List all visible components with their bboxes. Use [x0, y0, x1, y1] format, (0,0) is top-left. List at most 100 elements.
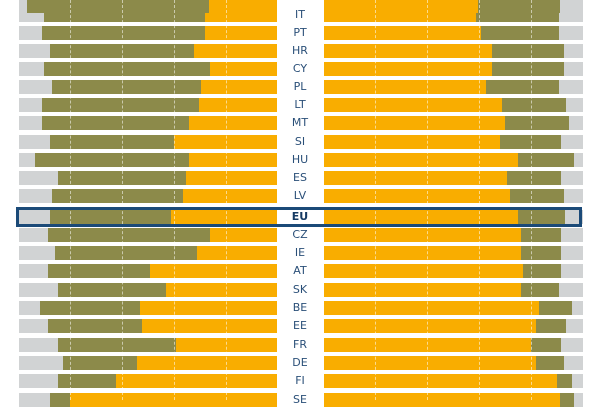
left-gray-segment [19, 228, 48, 242]
eu-highlight-box [16, 207, 582, 227]
left-orange-segment [150, 264, 277, 278]
left-orange-segment [209, 0, 277, 13]
left-olive-segment [55, 246, 197, 260]
bar-row: MT [0, 114, 600, 132]
left-gray-segment [19, 135, 50, 149]
right-olive-segment [521, 246, 561, 260]
left-orange-segment [176, 338, 277, 352]
right-olive-segment [523, 264, 561, 278]
country-label: DE [292, 356, 308, 369]
country-label: PT [293, 26, 307, 39]
left-gray-segment [19, 189, 52, 203]
right-orange-segment [324, 283, 521, 297]
left-olive-segment [50, 135, 174, 149]
bar-row: SI [0, 133, 600, 151]
right-gray-segment [561, 246, 583, 260]
left-gray-segment [19, 0, 27, 13]
bar-row: ES [0, 169, 600, 187]
right-gray-segment [560, 0, 583, 13]
bar-row: SK [0, 281, 600, 299]
bar-row: LT [0, 96, 600, 114]
right-olive-segment [521, 228, 561, 242]
bar-row: HU [0, 151, 600, 169]
left-gray-segment [19, 210, 50, 224]
country-label: ES [293, 171, 307, 184]
country-label: LV [293, 189, 307, 202]
right-olive-segment [536, 356, 564, 370]
right-orange-segment [324, 98, 502, 112]
right-orange-segment [324, 356, 536, 370]
bar-row: BE [0, 299, 600, 317]
right-orange-segment [324, 246, 521, 260]
bar-row: AT [0, 262, 600, 280]
country-label: IE [294, 246, 306, 259]
right-gray-segment [561, 264, 583, 278]
left-gray-segment [19, 338, 58, 352]
country-label: LT [294, 98, 306, 111]
right-gray-segment [561, 338, 583, 352]
left-gray-segment [19, 26, 42, 40]
right-gray-segment [572, 374, 583, 388]
right-gray-segment [561, 228, 583, 242]
right-olive-segment [539, 301, 572, 315]
country-label: SI [294, 135, 306, 148]
bar-row: LV [0, 187, 600, 205]
right-orange-segment [324, 80, 486, 94]
right-olive-segment [531, 338, 561, 352]
country-label: HU [291, 153, 309, 166]
left-gray-segment [19, 283, 58, 297]
left-orange-segment [142, 319, 277, 333]
left-gray-segment [19, 171, 58, 185]
bar-row: DE [0, 354, 600, 372]
right-orange-segment [324, 26, 481, 40]
bar-row: CZ [0, 226, 600, 244]
left-gray-segment [19, 98, 42, 112]
bar-row: PL [0, 78, 600, 96]
country-label: EE [293, 319, 307, 332]
left-orange-segment [194, 44, 277, 58]
bar-row: EE [0, 317, 600, 335]
left-gray-segment [19, 80, 52, 94]
left-olive-segment [50, 44, 194, 58]
bar-row: FI [0, 372, 600, 390]
left-orange-segment [137, 356, 277, 370]
left-olive-segment [44, 62, 210, 76]
right-orange-segment [324, 228, 521, 242]
left-olive-segment [50, 210, 171, 224]
right-gray-segment [572, 301, 583, 315]
country-label: MT [291, 116, 309, 129]
right-gray-segment [566, 98, 583, 112]
left-gray-segment [19, 44, 50, 58]
left-olive-segment [42, 98, 199, 112]
right-olive-segment [521, 283, 559, 297]
country-label: CZ [292, 228, 308, 241]
right-olive-segment [486, 80, 559, 94]
left-gray-segment [19, 319, 48, 333]
right-gray-segment [559, 26, 583, 40]
left-gray-segment [19, 356, 63, 370]
right-olive-segment [560, 393, 574, 407]
right-orange-segment [324, 264, 523, 278]
left-gray-segment [19, 246, 55, 260]
country-label: SE [293, 393, 307, 406]
right-gray-segment [565, 210, 583, 224]
right-olive-segment [510, 189, 564, 203]
right-orange-segment [324, 171, 507, 185]
right-olive-segment [518, 210, 565, 224]
left-olive-segment [58, 283, 166, 297]
right-orange-segment [324, 62, 492, 76]
country-label: BE [292, 301, 308, 314]
bar-row: FR [0, 336, 600, 354]
left-olive-segment [48, 228, 210, 242]
right-gray-segment [564, 356, 583, 370]
right-orange-segment [324, 0, 478, 13]
right-orange-segment [324, 374, 557, 388]
right-gray-segment [561, 135, 583, 149]
left-orange-segment [210, 228, 277, 242]
right-orange-segment [324, 116, 505, 130]
left-olive-segment [48, 319, 142, 333]
right-gray-segment [564, 62, 583, 76]
right-orange-segment [324, 338, 531, 352]
right-olive-segment [518, 153, 574, 167]
